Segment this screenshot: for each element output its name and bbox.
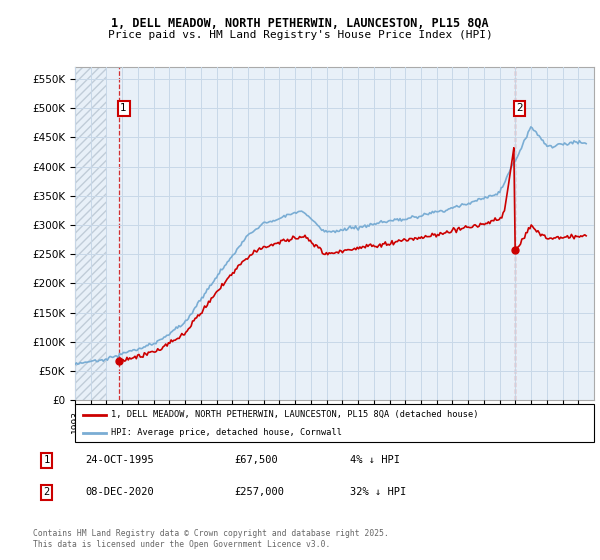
1, DELL MEADOW, NORTH PETHERWIN, LAUNCESTON, PL15 8QA (detached house) xyxy=(565,235,572,241)
1, DELL MEADOW, NORTH PETHERWIN, LAUNCESTON, PL15 8QA (detached house) xyxy=(392,238,400,245)
1, DELL MEADOW, NORTH PETHERWIN, LAUNCESTON, PL15 8QA (detached house) xyxy=(115,357,122,364)
HPI: Average price, detached house, Cornwall: (2.01e+03, 3.22e+05): Average price, detached house, Cornwall:… xyxy=(299,208,307,215)
HPI: Average price, detached house, Cornwall: (2.02e+03, 3.34e+05): Average price, detached house, Cornwall:… xyxy=(463,202,470,208)
1, DELL MEADOW, NORTH PETHERWIN, LAUNCESTON, PL15 8QA (detached house) xyxy=(121,358,128,365)
Text: 1: 1 xyxy=(43,455,50,465)
Text: Contains HM Land Registry data © Crown copyright and database right 2025.
This d: Contains HM Land Registry data © Crown c… xyxy=(33,529,389,549)
Text: 24-OCT-1995: 24-OCT-1995 xyxy=(85,455,154,465)
1, DELL MEADOW, NORTH PETHERWIN, LAUNCESTON, PL15 8QA (detached house) xyxy=(578,233,586,240)
Text: £257,000: £257,000 xyxy=(234,487,284,497)
Text: Price paid vs. HM Land Registry's House Price Index (HPI): Price paid vs. HM Land Registry's House … xyxy=(107,30,493,40)
HPI: Average price, detached house, Cornwall: (2.01e+03, 3.03e+05): Average price, detached house, Cornwall:… xyxy=(375,220,382,227)
Text: 1, DELL MEADOW, NORTH PETHERWIN, LAUNCESTON, PL15 8QA (detached house): 1, DELL MEADOW, NORTH PETHERWIN, LAUNCES… xyxy=(112,410,479,419)
Text: HPI: Average price, detached house, Cornwall: HPI: Average price, detached house, Corn… xyxy=(112,428,343,437)
1, DELL MEADOW, NORTH PETHERWIN, LAUNCESTON, PL15 8QA (detached house) xyxy=(583,232,590,239)
HPI: Average price, detached house, Cornwall: (1.99e+03, 6.15e+04): Average price, detached house, Cornwall:… xyxy=(71,361,79,368)
1, DELL MEADOW, NORTH PETHERWIN, LAUNCESTON, PL15 8QA (detached house) xyxy=(365,241,373,248)
Text: 08-DEC-2020: 08-DEC-2020 xyxy=(85,487,154,497)
HPI: Average price, detached house, Cornwall: (2e+03, 1.11e+05): Average price, detached house, Cornwall:… xyxy=(163,332,170,339)
1, DELL MEADOW, NORTH PETHERWIN, LAUNCESTON, PL15 8QA (detached house) xyxy=(241,256,248,263)
HPI: Average price, detached house, Cornwall: (2.01e+03, 2.94e+05): Average price, detached house, Cornwall:… xyxy=(353,225,361,232)
Bar xyxy=(75,67,106,400)
1, DELL MEADOW, NORTH PETHERWIN, LAUNCESTON, PL15 8QA (detached house) xyxy=(510,144,517,151)
Text: £67,500: £67,500 xyxy=(234,455,278,465)
Text: 2: 2 xyxy=(516,103,523,113)
FancyBboxPatch shape xyxy=(75,404,594,442)
Text: 2: 2 xyxy=(43,487,50,497)
HPI: Average price, detached house, Cornwall: (2.03e+03, 4.39e+05): Average price, detached house, Cornwall:… xyxy=(583,140,590,147)
Text: 4% ↓ HPI: 4% ↓ HPI xyxy=(350,455,400,465)
Line: HPI: Average price, detached house, Cornwall: HPI: Average price, detached house, Corn… xyxy=(75,127,586,365)
Text: 32% ↓ HPI: 32% ↓ HPI xyxy=(350,487,406,497)
Text: 1: 1 xyxy=(121,103,127,113)
1, DELL MEADOW, NORTH PETHERWIN, LAUNCESTON, PL15 8QA (detached house) xyxy=(332,249,340,256)
Text: 1, DELL MEADOW, NORTH PETHERWIN, LAUNCESTON, PL15 8QA: 1, DELL MEADOW, NORTH PETHERWIN, LAUNCES… xyxy=(111,17,489,30)
Line: 1, DELL MEADOW, NORTH PETHERWIN, LAUNCESTON, PL15 8QA (detached house): 1, DELL MEADOW, NORTH PETHERWIN, LAUNCES… xyxy=(119,148,586,361)
HPI: Average price, detached house, Cornwall: (2.02e+03, 4.68e+05): Average price, detached house, Cornwall:… xyxy=(527,124,535,130)
HPI: Average price, detached house, Cornwall: (2.02e+03, 3.31e+05): Average price, detached house, Cornwall:… xyxy=(451,204,458,211)
